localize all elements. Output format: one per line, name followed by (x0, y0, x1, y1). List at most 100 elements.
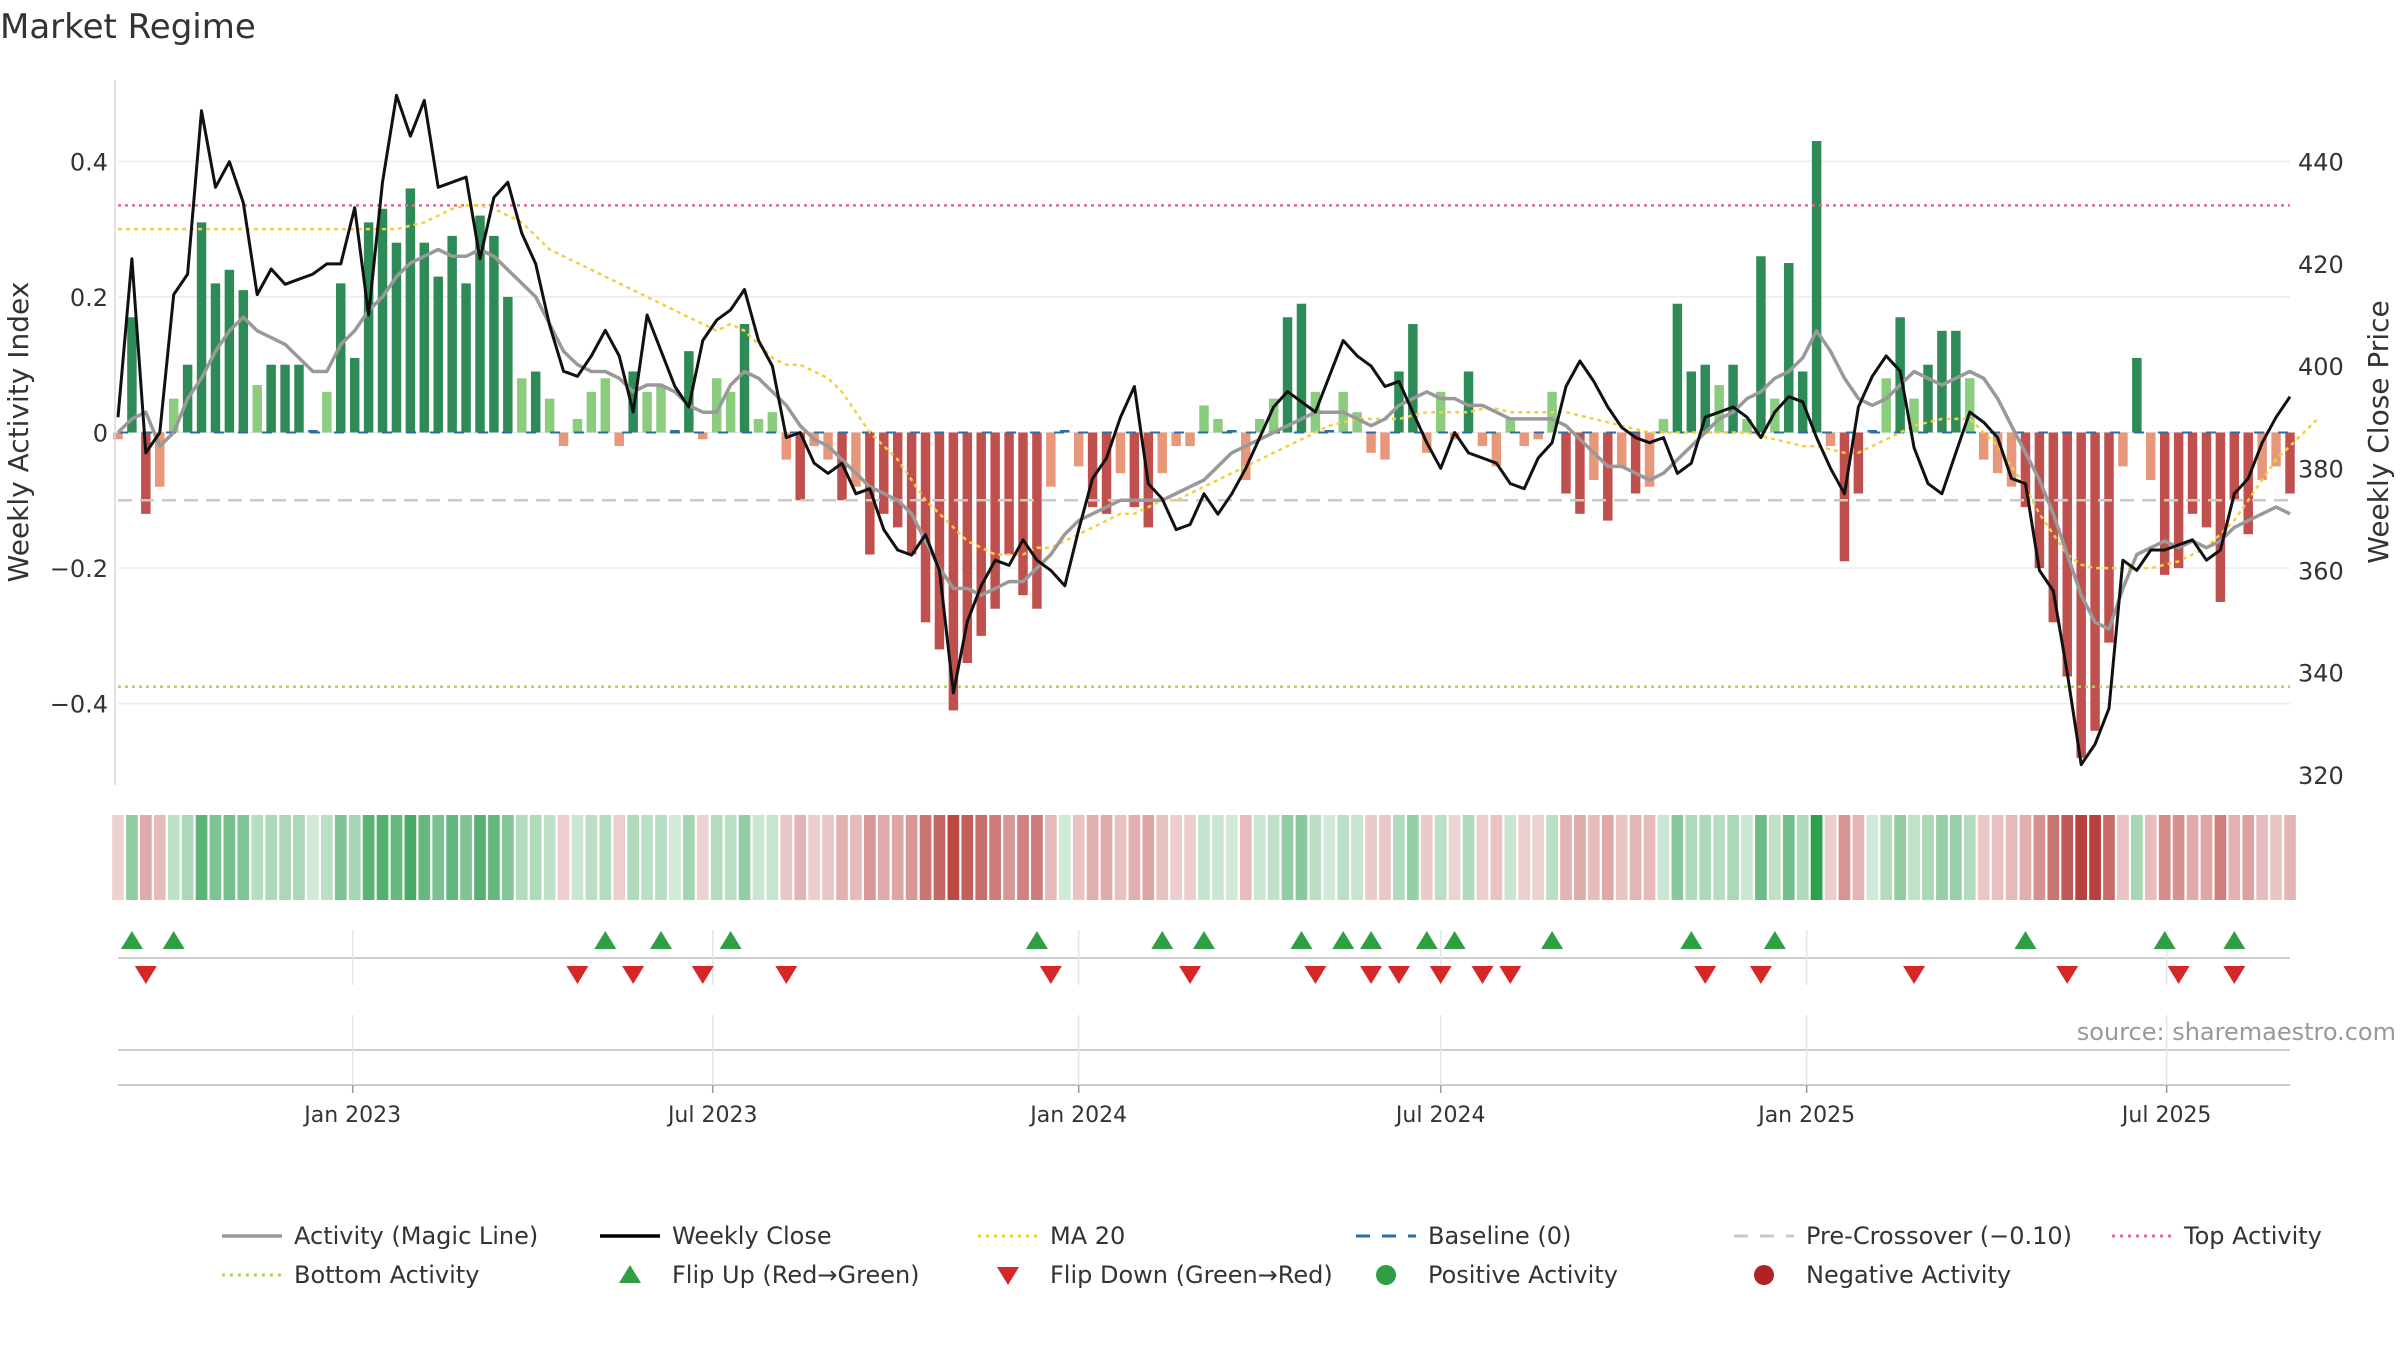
regime-cell (1657, 815, 1670, 900)
flip-down-marker (775, 966, 798, 984)
activity-bar (1087, 432, 1098, 508)
activity-bar (2159, 432, 2170, 575)
activity-bar (1227, 430, 1237, 433)
regime-cell (334, 815, 347, 900)
activity-bar (725, 391, 736, 433)
legend-item: Activity (Magic Line) (222, 1222, 538, 1250)
activity-bar (1686, 371, 1697, 433)
regime-cell (362, 815, 375, 900)
activity-bar (2229, 432, 2240, 501)
activity-bar (1853, 432, 1864, 494)
activity-bar (238, 290, 249, 433)
activity-bar (2118, 432, 2128, 467)
activity-bar (2271, 432, 2281, 467)
activity-bar (405, 188, 416, 433)
chart-title: Market Regime (0, 7, 256, 47)
activity-bar (1296, 303, 1307, 433)
activity-bar (113, 432, 123, 440)
regime-cell (1253, 815, 1266, 900)
activity-bar (656, 385, 666, 433)
activity-bar (1394, 371, 1404, 433)
regime-cell (279, 815, 291, 900)
activity-bar (2173, 432, 2184, 569)
legend-item: Bottom Activity (222, 1261, 479, 1289)
activity-bar (767, 412, 778, 433)
legend-item: Baseline (0) (1356, 1222, 1571, 1250)
regime-cell (390, 815, 403, 900)
flip-up-marker (594, 931, 617, 949)
x-tick-label: Jul 2025 (2120, 1103, 2212, 1128)
activity-bar (336, 283, 346, 433)
regime-cell (1671, 815, 1684, 900)
activity-bar (558, 432, 569, 447)
activity-bar (739, 324, 750, 433)
activity-bar (1101, 432, 1112, 514)
regime-cell (1504, 815, 1517, 900)
activity-bar (2146, 432, 2156, 480)
activity-bar (475, 215, 485, 433)
regime-cell (2033, 815, 2046, 900)
regime-cell (1713, 815, 1726, 900)
regime-cell (1044, 815, 1057, 900)
regime-cell (2005, 815, 2018, 900)
activity-bar (252, 385, 262, 433)
regime-cell (1894, 815, 1907, 900)
activity-bar (377, 208, 388, 433)
flip-up-marker (2223, 931, 2246, 949)
activity-bar (1115, 432, 1126, 474)
flip-down-marker (691, 966, 714, 984)
ma20-line (118, 204, 2319, 570)
regime-cell (696, 815, 709, 900)
regime-cell (1309, 815, 1322, 900)
x-tick-label: Jan 2023 (302, 1103, 401, 1128)
flip-up-marker (1443, 931, 1466, 949)
regime-cell (2200, 815, 2213, 900)
flip-down-marker (1694, 966, 1717, 984)
regime-cell (195, 815, 208, 900)
regime-cell (1852, 815, 1865, 900)
regime-cell (1156, 815, 1169, 900)
activity-bar (1951, 330, 1961, 433)
regime-cell (1462, 815, 1475, 900)
regime-cell (1518, 815, 1531, 900)
activity-bar (196, 222, 207, 433)
legend-label: Weekly Close (672, 1222, 832, 1250)
activity-bar (1700, 364, 1710, 433)
activity-bar (1213, 418, 1223, 433)
activity-bar (1004, 432, 1014, 555)
regime-cell (1128, 815, 1141, 900)
activity-bar (127, 317, 137, 433)
activity-bar (1978, 432, 1989, 460)
activity-bar (586, 391, 597, 433)
regime-cell (1908, 815, 1920, 900)
activity-bar (1672, 303, 1683, 433)
regime-cell (307, 815, 319, 900)
activity-bar (1352, 412, 1362, 433)
flip-up-marker (1360, 931, 1383, 949)
regime-cell (682, 815, 695, 900)
y-tick-label: −0.2 (50, 555, 108, 583)
activity-bar (753, 418, 764, 433)
activity-bar (2257, 432, 2267, 480)
regime-cell (1267, 815, 1280, 900)
activity-bar (572, 418, 583, 433)
activity-bar (865, 432, 875, 555)
y2-tick-label: 320 (2298, 762, 2344, 790)
regime-cell (850, 815, 862, 900)
regime-cell (794, 815, 807, 900)
regime-cell (1755, 815, 1767, 900)
legend-label: Flip Down (Green→Red) (1050, 1261, 1333, 1289)
activity-bar (614, 432, 624, 447)
regime-cell (1490, 815, 1503, 900)
regime-cell (1184, 815, 1196, 900)
flip-up-marker (719, 931, 742, 949)
flip-down-marker (2223, 966, 2246, 984)
regime-cell (961, 815, 974, 900)
regime-cell (529, 815, 542, 900)
activity-bar (1881, 378, 1891, 433)
regime-cell (1365, 815, 1377, 900)
regime-cell (1031, 815, 1043, 900)
flip-down-marker (1471, 966, 1494, 984)
regime-cell (780, 815, 793, 900)
activity-bar (1575, 432, 1585, 514)
